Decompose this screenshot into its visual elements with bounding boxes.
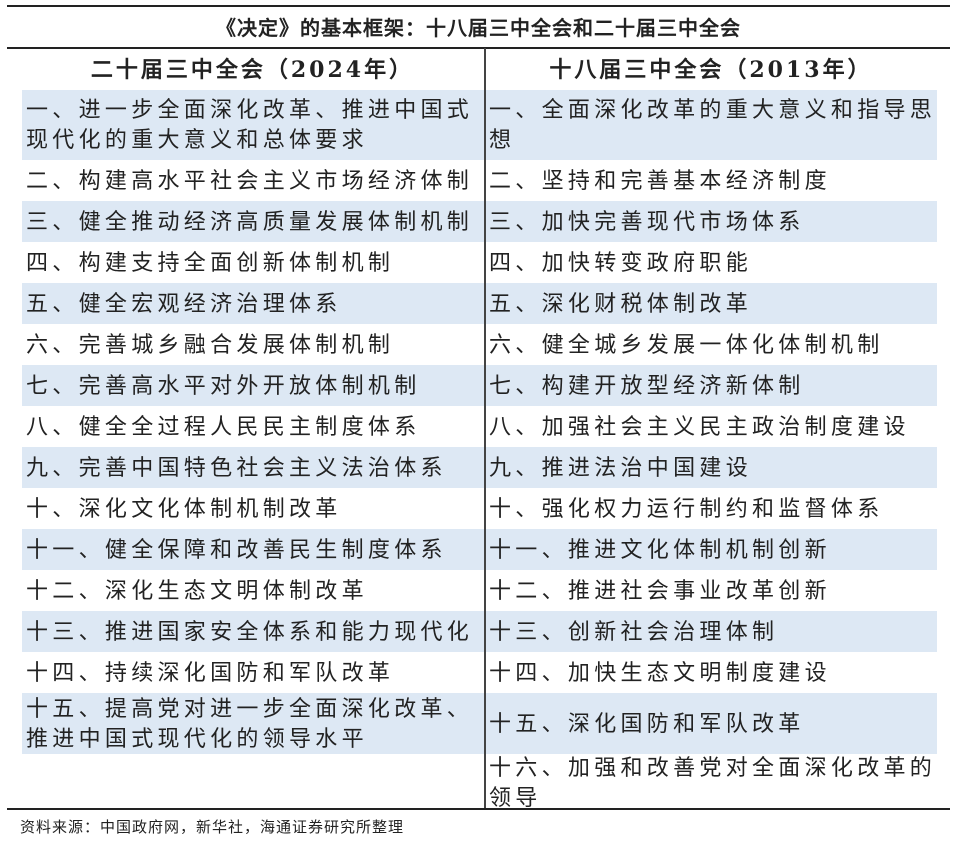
- cell-2024: 一、进一步全面深化改革、推进中国式现代化的重大意义和总体要求: [26, 98, 474, 153]
- column-header-2024: 二十届三中全会（2024年）: [90, 57, 415, 83]
- table-row: 九、完善中国特色社会主义法治体系 九、推进法治中国建设: [22, 447, 937, 488]
- cell-2024: 十五、提高党对进一步全面深化改革、推进中国式现代化的领导水平: [26, 696, 474, 752]
- column-header-2013: 十八届三中全会（2013年）: [549, 57, 873, 83]
- cell-2024: 五、健全宏观经济治理体系: [26, 291, 342, 317]
- table-row: 一、进一步全面深化改革、推进中国式现代化的重大意义和总体要求 一、全面深化改革的重…: [22, 90, 937, 160]
- table-row: 六、完善城乡融合发展体制机制 六、健全城乡发展一体化体制机制: [22, 324, 937, 365]
- table-row: 十一、健全保障和改善民生制度体系 十一、推进文化体制机制创新: [22, 529, 937, 570]
- table-body: 一、进一步全面深化改革、推进中国式现代化的重大意义和总体要求 一、全面深化改革的重…: [22, 90, 937, 811]
- cell-2024: 四、构建支持全面创新体制机制: [26, 250, 395, 276]
- table-row: 十六、加强和改善党对全面深化改革的领导: [22, 754, 937, 811]
- cell-2013: 八、加强社会主义民主政治制度建设: [489, 414, 910, 440]
- cell-2013: 十、强化权力运行制约和监督体系: [489, 496, 884, 522]
- bottom-rule: [7, 808, 950, 810]
- cell-2024: 八、健全全过程人民民主制度体系: [26, 414, 421, 440]
- cell-2024: 十四、持续深化国防和军队改革: [26, 660, 395, 686]
- cell-2024: 二、构建高水平社会主义市场经济体制: [26, 168, 474, 194]
- column-divider: [484, 48, 486, 808]
- cell-2024: 六、完善城乡融合发展体制机制: [26, 332, 395, 358]
- table-row: 十、深化文化体制机制改革 十、强化权力运行制约和监督体系: [22, 488, 937, 529]
- table-row: 十二、深化生态文明体制改革 十二、推进社会事业改革创新: [22, 570, 937, 611]
- title-rule: [7, 47, 950, 49]
- cell-2024: 十一、健全保障和改善民生制度体系: [26, 537, 447, 563]
- table-row: 十五、提高党对进一步全面深化改革、推进中国式现代化的领导水平 十五、深化国防和军队…: [22, 693, 937, 754]
- cell-2024: 九、完善中国特色社会主义法治体系: [26, 455, 447, 481]
- table-row: 二、构建高水平社会主义市场经济体制 二、坚持和完善基本经济制度: [22, 160, 937, 201]
- cell-2013: 十二、推进社会事业改革创新: [489, 578, 831, 604]
- cell-2013: 十三、创新社会治理体制: [489, 619, 779, 645]
- table-row: 四、构建支持全面创新体制机制 四、加快转变政府职能: [22, 242, 937, 283]
- cell-2013: 四、加快转变政府职能: [489, 250, 753, 276]
- table-row: 十三、推进国家安全体系和能力现代化 十三、创新社会治理体制: [22, 611, 937, 652]
- cell-2013: 六、健全城乡发展一体化体制机制: [489, 332, 884, 358]
- cell-2024: 三、健全推动经济高质量发展体制机制: [26, 209, 474, 235]
- top-rule: [7, 5, 950, 7]
- cell-2024: 十三、推进国家安全体系和能力现代化: [26, 619, 474, 645]
- table-row: 三、健全推动经济高质量发展体制机制 三、加快完善现代市场体系: [22, 201, 937, 242]
- cell-2013: 三、加快完善现代市场体系: [489, 209, 805, 235]
- cell-2024: 十二、深化生态文明体制改革: [26, 578, 368, 604]
- cell-2013: 一、全面深化改革的重大意义和指导思想: [489, 98, 937, 153]
- table-row: 十四、持续深化国防和军队改革 十四、加快生态文明制度建设: [22, 652, 937, 693]
- table-row: 七、完善高水平对外开放体制机制 七、构建开放型经济新体制: [22, 365, 937, 406]
- cell-2013: 九、推进法治中国建设: [489, 455, 753, 481]
- table-row: 八、健全全过程人民民主制度体系 八、加强社会主义民主政治制度建设: [22, 406, 937, 447]
- table-title: 《决定》的基本框架：十八届三中全会和二十届三中全会: [216, 16, 741, 40]
- cell-2024: [22, 754, 483, 811]
- source-note: 资料来源：中国政府网，新华社，海通证券研究所整理: [20, 818, 405, 836]
- cell-2013: 十一、推进文化体制机制创新: [489, 537, 831, 563]
- cell-2013: 十五、深化国防和军队改革: [489, 711, 805, 737]
- cell-2013: 七、构建开放型经济新体制: [489, 373, 805, 399]
- cell-2013: 二、坚持和完善基本经济制度: [489, 168, 831, 194]
- cell-2024: 七、完善高水平对外开放体制机制: [26, 373, 421, 399]
- cell-2024: 十、深化文化体制机制改革: [26, 496, 342, 522]
- cell-2013: 五、深化财税体制改革: [489, 291, 753, 317]
- table-row: 五、健全宏观经济治理体系 五、深化财税体制改革: [22, 283, 937, 324]
- cell-2013: 十四、加快生态文明制度建设: [489, 660, 831, 686]
- cell-2013: 十六、加强和改善党对全面深化改革的领导: [489, 755, 937, 811]
